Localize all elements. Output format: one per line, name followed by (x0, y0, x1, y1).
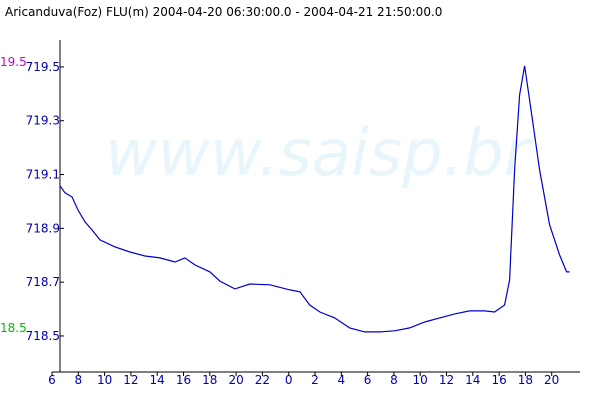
y-tick-label: 719.1 (26, 168, 60, 182)
x-tick-label: 18 (202, 373, 217, 387)
x-tick-label: 12 (123, 373, 138, 387)
x-tick-label: 22 (255, 373, 270, 387)
x-tick-label: 16 (491, 373, 506, 387)
x-tick-label: 8 (74, 373, 82, 387)
y-tick-label: 718.5 (26, 329, 60, 343)
x-tick-label: 14 (150, 373, 165, 387)
chart-title: Aricanduva(Foz) FLU(m) 2004-04-20 06:30:… (5, 5, 442, 19)
x-tick-label: 2 (311, 373, 319, 387)
x-tick-label: 20 (544, 373, 559, 387)
x-tick-label: 0 (285, 373, 293, 387)
watermark: www.saisp.br (105, 117, 534, 191)
y-tick-label: 719.5 (26, 60, 60, 74)
x-tick-label: 10 (97, 373, 112, 387)
y-tick-label: 718.9 (26, 221, 60, 235)
y-tick-label: 718.7 (26, 275, 60, 289)
x-tick-label: 4 (337, 373, 345, 387)
annotation: 18.5 (0, 321, 27, 335)
x-tick-label: 16 (176, 373, 191, 387)
x-tick-label: 8 (390, 373, 398, 387)
data-line (59, 65, 570, 333)
x-tick-label: 14 (465, 373, 480, 387)
x-tick-label: 10 (413, 373, 428, 387)
x-tick-label: 12 (439, 373, 454, 387)
y-tick-label: 719.3 (26, 114, 60, 128)
x-tick-label: 6 (48, 373, 56, 387)
x-tick-label: 18 (518, 373, 533, 387)
x-tick-label: 6 (364, 373, 372, 387)
annotation: 19.5 (0, 55, 27, 69)
x-tick-label: 20 (228, 373, 243, 387)
